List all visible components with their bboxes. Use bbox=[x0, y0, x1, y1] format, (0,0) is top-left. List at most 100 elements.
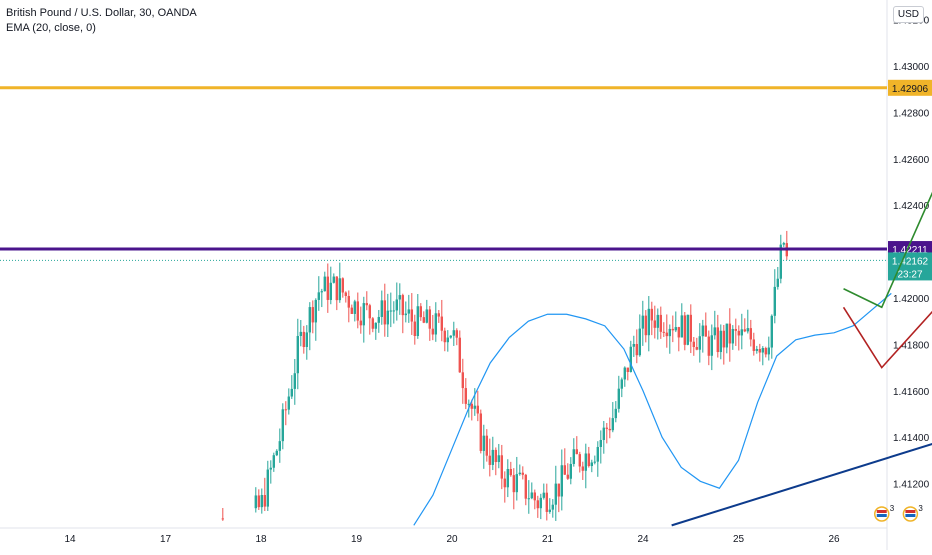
candle bbox=[683, 311, 686, 351]
candle bbox=[482, 424, 485, 469]
candle bbox=[659, 306, 662, 339]
candle-body bbox=[605, 427, 608, 429]
candle bbox=[350, 304, 353, 314]
candle bbox=[530, 482, 533, 500]
candle-body bbox=[749, 328, 752, 340]
candle bbox=[674, 311, 677, 333]
candle-body bbox=[464, 388, 467, 404]
candle-body bbox=[257, 495, 260, 508]
candle bbox=[608, 417, 611, 439]
candle-body bbox=[569, 463, 572, 479]
candle bbox=[506, 459, 509, 498]
candle bbox=[734, 318, 737, 346]
currency-badge[interactable]: USD bbox=[892, 6, 924, 23]
candle bbox=[665, 314, 668, 348]
candle-body bbox=[287, 396, 290, 410]
candle-body bbox=[551, 504, 554, 510]
candle-body bbox=[545, 492, 548, 512]
candle bbox=[671, 315, 674, 343]
candle-body bbox=[650, 308, 653, 321]
candle-body bbox=[677, 327, 680, 338]
candle-body bbox=[701, 325, 704, 337]
event-marker: 3 bbox=[902, 504, 923, 522]
candles bbox=[221, 230, 788, 521]
candle bbox=[356, 292, 359, 329]
candle bbox=[584, 443, 587, 489]
ema-indicator-label[interactable]: EMA (20, close, 0) bbox=[6, 22, 96, 34]
candle-body bbox=[575, 449, 578, 455]
level-price-label: 1.42211 bbox=[892, 245, 928, 256]
flag-stripe bbox=[905, 514, 916, 517]
candle-body bbox=[365, 303, 368, 306]
candle bbox=[365, 291, 368, 311]
candle bbox=[263, 477, 266, 512]
candle bbox=[374, 322, 377, 340]
time-tick-label: 24 bbox=[637, 534, 649, 545]
candle bbox=[293, 359, 296, 405]
candle-body bbox=[428, 309, 431, 329]
candle-body bbox=[479, 413, 482, 451]
candle-body bbox=[425, 309, 428, 323]
candle bbox=[770, 314, 773, 359]
candle bbox=[347, 290, 350, 323]
candle bbox=[653, 305, 656, 339]
candle bbox=[572, 438, 575, 467]
candle bbox=[509, 461, 512, 477]
time-tick-label: 25 bbox=[733, 534, 745, 545]
candle-body bbox=[641, 315, 644, 329]
candle bbox=[368, 303, 371, 335]
time-tick-label: 26 bbox=[828, 534, 840, 545]
scenario-path bbox=[842, 306, 932, 369]
candle-body bbox=[404, 313, 407, 316]
candle bbox=[266, 460, 269, 511]
price-tick-label: 1.42400 bbox=[893, 201, 930, 212]
price-tick-label: 1.41200 bbox=[893, 480, 930, 491]
time-tick-label: 18 bbox=[255, 534, 267, 545]
candle bbox=[260, 488, 263, 514]
candle-body bbox=[587, 453, 590, 467]
candle-body bbox=[599, 439, 602, 447]
candle bbox=[395, 282, 398, 321]
candle-body bbox=[473, 405, 476, 409]
candle-body bbox=[722, 330, 725, 348]
candle bbox=[281, 403, 284, 450]
symbol-title[interactable]: British Pound / U.S. Dollar, 30, OANDA bbox=[6, 7, 197, 19]
candle bbox=[431, 314, 434, 341]
candle bbox=[668, 324, 671, 354]
candle bbox=[383, 283, 386, 337]
candle bbox=[335, 276, 338, 311]
candle bbox=[386, 293, 389, 338]
candle-body bbox=[281, 409, 284, 442]
candle bbox=[404, 301, 407, 323]
candle bbox=[764, 346, 767, 358]
candle-body bbox=[359, 320, 362, 326]
candle bbox=[521, 466, 524, 480]
candle bbox=[398, 283, 401, 315]
candle bbox=[689, 304, 692, 354]
candle-body bbox=[500, 455, 503, 479]
candle-body bbox=[263, 495, 266, 507]
candle bbox=[545, 483, 548, 521]
candle-body bbox=[305, 332, 308, 348]
candle bbox=[317, 276, 320, 311]
candle bbox=[542, 483, 545, 500]
candle-body bbox=[323, 276, 326, 292]
candle-body bbox=[347, 295, 350, 308]
flag-stripe bbox=[876, 514, 887, 517]
candle-body bbox=[386, 310, 389, 325]
candle-body bbox=[728, 323, 731, 344]
candle-body bbox=[461, 372, 464, 389]
candle bbox=[761, 346, 764, 366]
candle bbox=[314, 298, 317, 341]
candle-body bbox=[302, 331, 305, 348]
candle bbox=[581, 461, 584, 480]
candle bbox=[767, 336, 770, 361]
candle bbox=[455, 328, 458, 346]
candle-body bbox=[626, 367, 629, 373]
price-tick-label: 1.41800 bbox=[893, 340, 930, 351]
candle-body bbox=[614, 408, 617, 419]
candle bbox=[389, 292, 392, 328]
candle bbox=[737, 325, 740, 351]
